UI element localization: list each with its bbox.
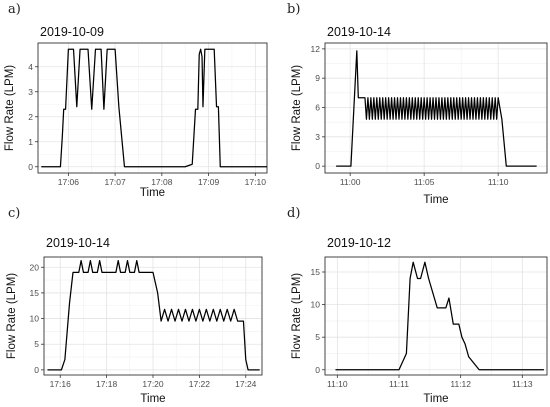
panel-letter-c: c): [8, 206, 21, 221]
plot-border: [37, 42, 268, 174]
x-tick-label: 11:12: [450, 379, 471, 389]
y-tick-label: 15: [311, 267, 321, 277]
y-tick-label: 0: [28, 162, 33, 172]
x-tick-label: 17:16: [50, 379, 72, 389]
x-tick-label: 17:18: [96, 379, 118, 389]
series-line-flow-rate: [336, 50, 537, 167]
x-tick-label: 17:20: [142, 379, 164, 389]
panel-letter-a: a): [8, 2, 21, 17]
chart-d: 11:10 11:11 11:12 11:13 0 5 10 15 2019-10-12 Time…: [291, 236, 548, 405]
y-axis-label: Flow Rate (LPM): [291, 65, 303, 151]
y-tick-label: 1: [28, 137, 33, 147]
panel-letter-b: b): [287, 2, 301, 17]
y-axis-label: Flow Rate (LPM): [291, 273, 303, 359]
plot-border: [324, 256, 548, 376]
y-tick-label: 2: [28, 112, 33, 122]
chart-title: 2019-10-14: [46, 236, 110, 250]
y-tick-label: 0: [34, 365, 39, 375]
x-tick-label: 17:24: [235, 379, 257, 389]
chart-title: 2019-10-14: [327, 25, 391, 39]
y-tick-label: 3: [315, 132, 320, 142]
y-tick-label: 6: [315, 103, 320, 113]
x-tick-label: 11:10: [327, 379, 348, 389]
x-tick-label: 11:00: [340, 177, 361, 187]
x-axis-label: Time: [423, 194, 448, 206]
y-tick-label: 10: [311, 300, 321, 310]
y-tick-label: 12: [311, 44, 321, 54]
y-axis-label: Flow Rate (LPM): [4, 65, 16, 151]
y-tick-label: 3: [28, 87, 33, 97]
x-tick-label: 11:10: [488, 177, 509, 187]
series-line-flow-rate: [47, 259, 260, 371]
y-tick-label: 15: [30, 288, 40, 298]
x-tick-label: 17:22: [189, 379, 211, 389]
chart-c: 17:16 17:18 17:20 17:22 17:24 0 5 10 15 20 2019-10…: [6, 236, 263, 405]
y-tick-label: 9: [315, 73, 320, 83]
x-axis-label: Time: [140, 393, 165, 405]
x-tick-label: 17:10: [245, 177, 267, 187]
x-axis-label: Time: [140, 187, 165, 199]
x-tick-label: 17:09: [198, 177, 220, 187]
plot-border: [324, 42, 548, 174]
y-axis-label: Flow Rate (LPM): [6, 273, 18, 359]
y-tick-label: 0: [315, 161, 320, 171]
x-axis-label: Time: [423, 393, 448, 405]
y-tick-label: 10: [30, 314, 40, 324]
chart-a: 17:06 17:07 17:08 17:09 17:10 0 1 2 3 4 2019-10-09…: [4, 25, 268, 199]
chart-title: 2019-10-09: [40, 25, 104, 39]
y-tick-label: 20: [30, 262, 40, 272]
series-line-flow-rate: [41, 48, 267, 168]
x-tick-label: 11:11: [389, 379, 409, 389]
panel-letter-d: d): [287, 206, 301, 221]
series-line-flow-rate: [335, 261, 544, 371]
x-tick-label: 17:06: [58, 177, 80, 187]
x-tick-label: 11:05: [414, 177, 435, 187]
y-tick-label: 5: [315, 332, 320, 342]
x-tick-label: 17:08: [151, 177, 173, 187]
x-tick-label: 17:07: [104, 177, 126, 187]
y-tick-label: 4: [28, 62, 33, 72]
chart-b: 11:00 11:05 11:10 0 3 6 9 12 2019-10-14 Time Flow …: [291, 25, 548, 206]
chart-title: 2019-10-12: [327, 236, 391, 250]
y-tick-label: 0: [315, 365, 320, 375]
y-tick-label: 5: [34, 339, 39, 349]
x-tick-label: 11:13: [512, 379, 533, 389]
